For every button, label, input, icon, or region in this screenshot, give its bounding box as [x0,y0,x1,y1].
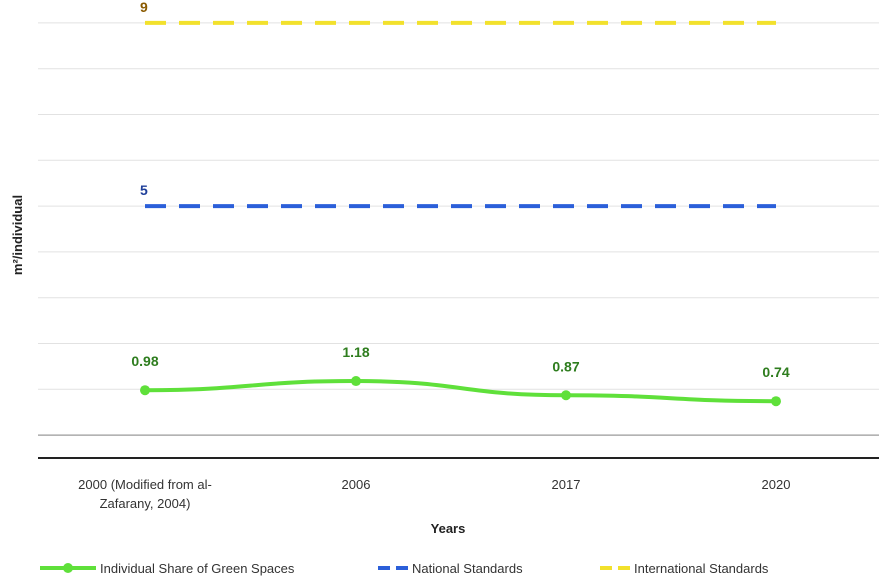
individual-share-of-green-spaces-line [143,379,778,404]
data-labels: 0.98 1.18 0.87 0.74 5 9 [131,0,789,380]
individual-share-of-green-spaces-point [140,385,150,396]
x-tick-labels: 2000 (Modified from al- Zafarany, 2004) 20… [78,477,790,511]
x-tick-label: Zafarany, 2004) [100,496,191,511]
x-tick-label: 2000 (Modified from al- [78,477,212,492]
legend-label-international-standards: International Standards [634,561,769,576]
legend-marker-individual-share-of-green-spaces [63,563,73,573]
individual-share-of-green-spaces-point [771,396,781,407]
individual-share-of-green-spaces-point [561,390,571,401]
legend-label-individual-share-of-green-spaces: Individual Share of Green Spaces [100,561,295,576]
data-label: 5 [140,182,148,198]
y-axis-title: m²/individual [10,195,25,275]
data-label: 9 [140,0,148,15]
data-label: 1.18 [342,344,369,360]
x-tick-label: 2020 [762,477,791,492]
x-tick-label: 2006 [342,477,371,492]
gridlines [38,22,879,436]
individual-share-of-green-spaces-point [351,376,361,387]
data-label: 0.98 [131,353,158,369]
legend-label-national-standards: National Standards [412,561,523,576]
series-layer [140,20,781,407]
x-tick-label: 2017 [552,477,581,492]
legend: Individual Share of Green Spaces National… [40,561,769,576]
data-label: 0.87 [552,358,579,374]
x-axis-title: Years [431,521,466,536]
data-label: 0.74 [762,364,789,380]
